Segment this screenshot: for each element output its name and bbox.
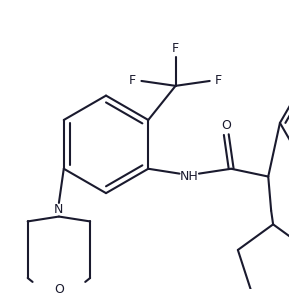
Text: O: O [54,283,64,296]
Text: N: N [54,203,64,216]
Text: NH: NH [180,170,199,183]
Text: F: F [215,75,222,87]
Text: F: F [129,75,136,87]
Text: F: F [172,42,179,55]
Text: O: O [221,119,231,132]
